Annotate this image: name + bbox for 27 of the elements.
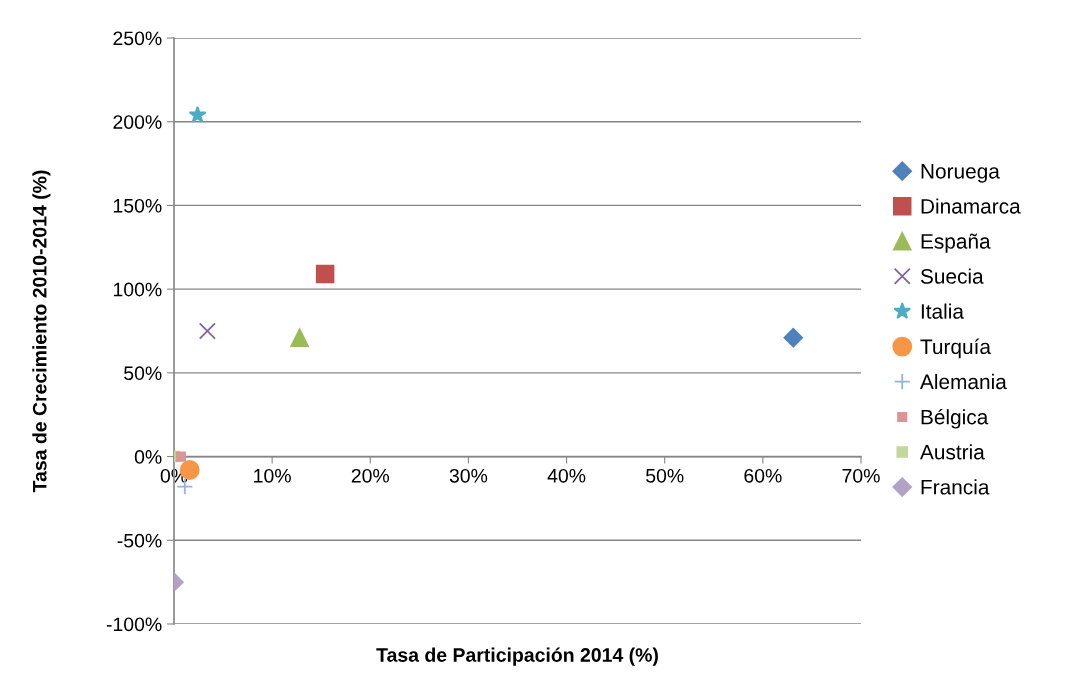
x-tick-label: 20%: [351, 468, 390, 483]
y-tick-label: 200%: [113, 115, 162, 129]
y-tick-label: -100%: [106, 617, 162, 632]
x-tick-label: 10%: [254, 468, 291, 483]
y-tick-label: 100%: [113, 282, 162, 297]
x-tick-label: 40%: [547, 468, 586, 483]
legend-label: Italia: [921, 303, 964, 319]
x-tick-label: 60%: [744, 468, 782, 483]
legend-label: España: [921, 233, 991, 253]
y-tick-label: 0%: [134, 450, 162, 464]
legend-label: Austria: [920, 444, 985, 460]
legend-label: Francia: [921, 479, 990, 495]
legend-label: Bélgica: [921, 408, 989, 429]
y-tick-label: 250%: [113, 31, 162, 46]
legend-label: Turquía: [920, 338, 991, 359]
y-tick-label: 50%: [124, 366, 162, 381]
y-axis-title: Tasa de Crecimiento 2010-2014 (%): [32, 170, 51, 493]
x-tick-label: 70%: [842, 468, 880, 483]
x-axis-title: Tasa de Participación 2014 (%): [376, 647, 658, 666]
y-tick-label: 150%: [113, 198, 162, 213]
legend-label: Alemania: [920, 373, 1007, 390]
y-tick-label: -50%: [117, 533, 162, 548]
x-tick-label: 30%: [449, 468, 488, 483]
legend-label: Suecia: [920, 268, 984, 284]
legend-label: Noruega: [921, 164, 1000, 183]
legend-label: Dinamarca: [921, 198, 1021, 214]
x-tick-label: 50%: [646, 468, 684, 483]
